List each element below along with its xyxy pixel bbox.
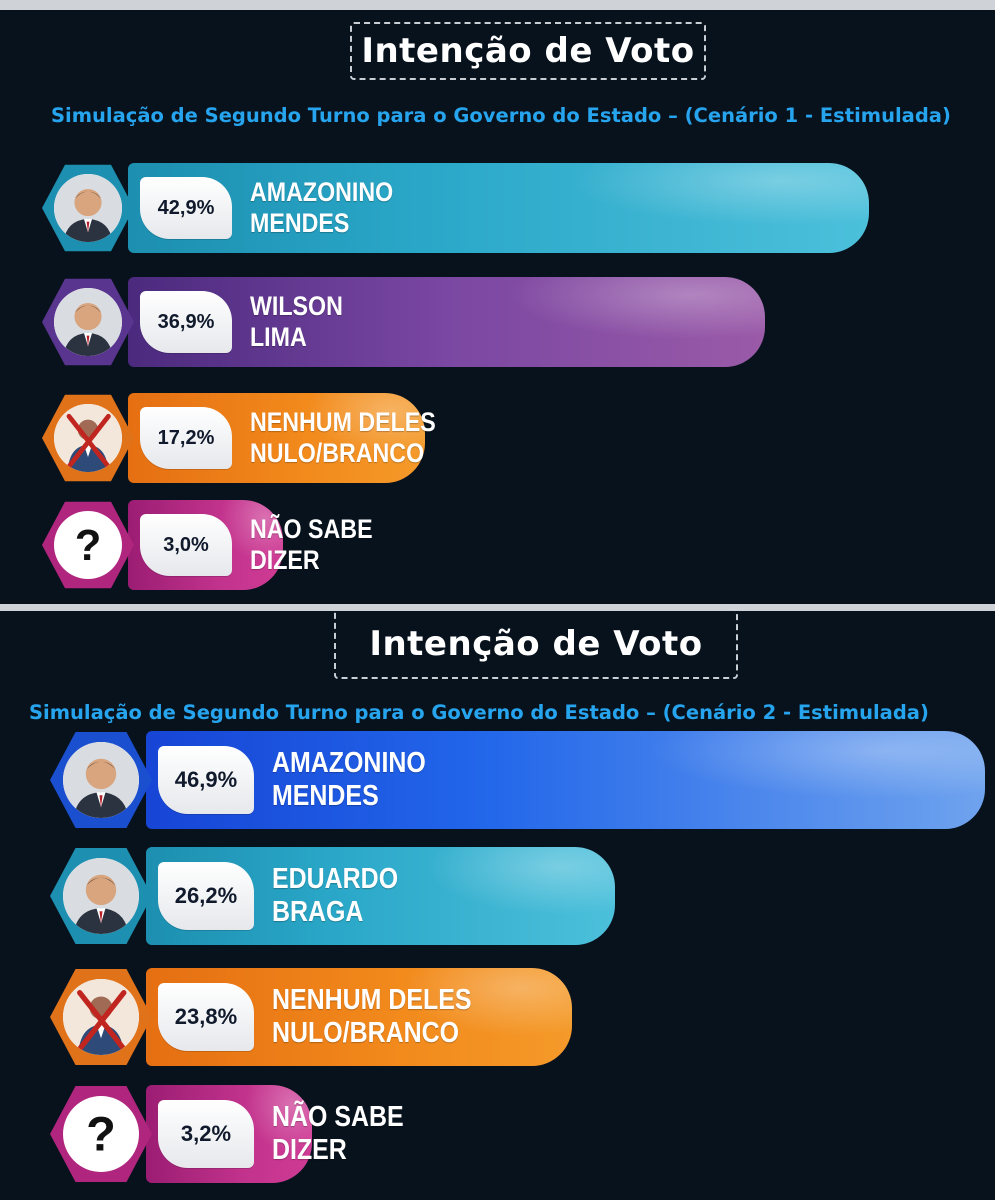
percentage-label: 46,9%	[158, 746, 254, 814]
category-label-line-1: WILSON	[250, 290, 343, 321]
svg-text:?: ?	[75, 522, 102, 570]
category-label-line-2: NULO/BRANCO	[250, 437, 425, 468]
category-label-line-2: DIZER	[250, 544, 320, 575]
category-label-line-1: AMAZONINO	[250, 176, 394, 207]
percentage-label: 3,2%	[158, 1100, 254, 1168]
candidate-photo-icon	[54, 174, 122, 242]
percentage-label: 23,8%	[158, 983, 254, 1051]
category-label: AMAZONINO MENDES	[250, 177, 393, 239]
category-label-line-1: NÃO SABE	[272, 1100, 404, 1133]
category-label-line-1: NENHUM DELES	[272, 983, 472, 1016]
percentage-label: 17,2%	[140, 407, 232, 469]
category-label-line-2: MENDES	[272, 779, 379, 812]
category-label-line-1: AMAZONINO	[272, 746, 426, 779]
category-label-line-2: NULO/BRANCO	[272, 1016, 460, 1049]
crossed-person-icon	[63, 979, 139, 1055]
percentage-label: 3,0%	[140, 514, 232, 576]
chart-panel-scenario-1: Intenção de Voto Simulação de Segundo Tu…	[0, 10, 995, 604]
percentage-label: 26,2%	[158, 862, 254, 930]
category-label: WILSON LIMA	[250, 291, 343, 353]
candidate-photo-icon	[54, 288, 122, 356]
bar-1	[128, 163, 869, 253]
percentage-label: 42,9%	[140, 177, 232, 239]
category-label-line-2: LIMA	[250, 321, 307, 352]
chart-title: Intenção de Voto	[334, 611, 738, 679]
category-label-line-2: BRAGA	[272, 895, 364, 928]
category-label-line-1: NÃO SABE	[250, 513, 373, 544]
crossed-person-icon	[54, 404, 122, 472]
percentage-label: 36,9%	[140, 291, 232, 353]
category-label: NÃO SABE DIZER	[272, 1101, 404, 1168]
category-label: AMAZONINO MENDES	[272, 747, 426, 814]
category-label: NENHUM DELES NULO/BRANCO	[272, 984, 472, 1051]
candidate-photo-icon	[63, 742, 139, 818]
candidate-photo-icon	[63, 858, 139, 934]
chart-subtitle: Simulação de Segundo Turno para o Govern…	[51, 104, 951, 127]
question-mark-icon: ?	[54, 511, 122, 579]
category-label-line-2: MENDES	[250, 207, 350, 238]
chart-title: Intenção de Voto	[350, 22, 706, 80]
bar-highlight	[128, 163, 869, 253]
chart-panel-scenario-2: Intenção de Voto Simulação de Segundo Tu…	[0, 611, 995, 1200]
category-label-line-1: NENHUM DELES	[250, 406, 436, 437]
category-label: NENHUM DELES NULO/BRANCO	[250, 407, 436, 469]
question-mark-icon: ?	[63, 1096, 139, 1172]
svg-text:?: ?	[86, 1108, 116, 1162]
category-label: NÃO SABE DIZER	[250, 514, 373, 576]
chart-subtitle: Simulação de Segundo Turno para o Govern…	[29, 701, 929, 724]
category-label: EDUARDO BRAGA	[272, 863, 398, 930]
category-label-line-2: DIZER	[272, 1133, 347, 1166]
category-label-line-1: EDUARDO	[272, 862, 399, 895]
